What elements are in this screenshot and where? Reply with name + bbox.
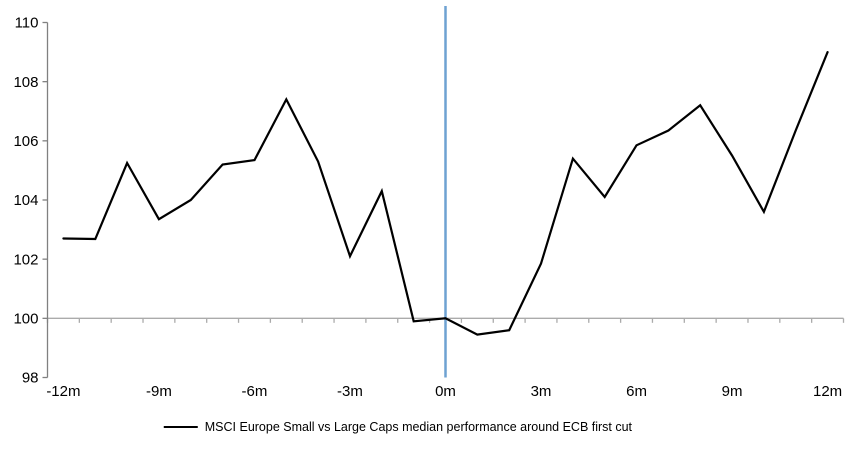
x-axis-tick-label: -6m [242, 383, 268, 400]
y-axis-tick-label: 102 [13, 251, 38, 268]
y-axis-tick-label: 98 [22, 370, 39, 387]
series-line-msci-small-vs-large [62, 50, 829, 336]
chart-legend: MSCI Europe Small vs Large Caps median p… [163, 420, 633, 434]
y-axis-tick-label: 106 [13, 133, 38, 150]
x-axis-tick-label: -9m [146, 383, 172, 400]
x-axis-tick-label: 9m [722, 383, 743, 400]
x-axis-tick-label: 3m [531, 383, 552, 400]
y-axis-tick-label: 110 [15, 15, 39, 32]
y-axis-tick-label: 100 [13, 311, 38, 328]
x-axis-tick-label: -12m [46, 383, 80, 400]
y-axis-tick-label: 108 [13, 74, 38, 91]
y-axis-tick-label: 104 [13, 192, 38, 209]
legend-label: MSCI Europe Small vs Large Caps median p… [204, 420, 633, 434]
x-axis-tick-label: 6m [626, 383, 647, 400]
x-axis-tick-label: 0m [435, 383, 456, 400]
x-axis-tick-label: 12m [813, 383, 842, 400]
x-axis-tick-label: -3m [337, 383, 363, 400]
legend-line-icon [163, 426, 198, 428]
